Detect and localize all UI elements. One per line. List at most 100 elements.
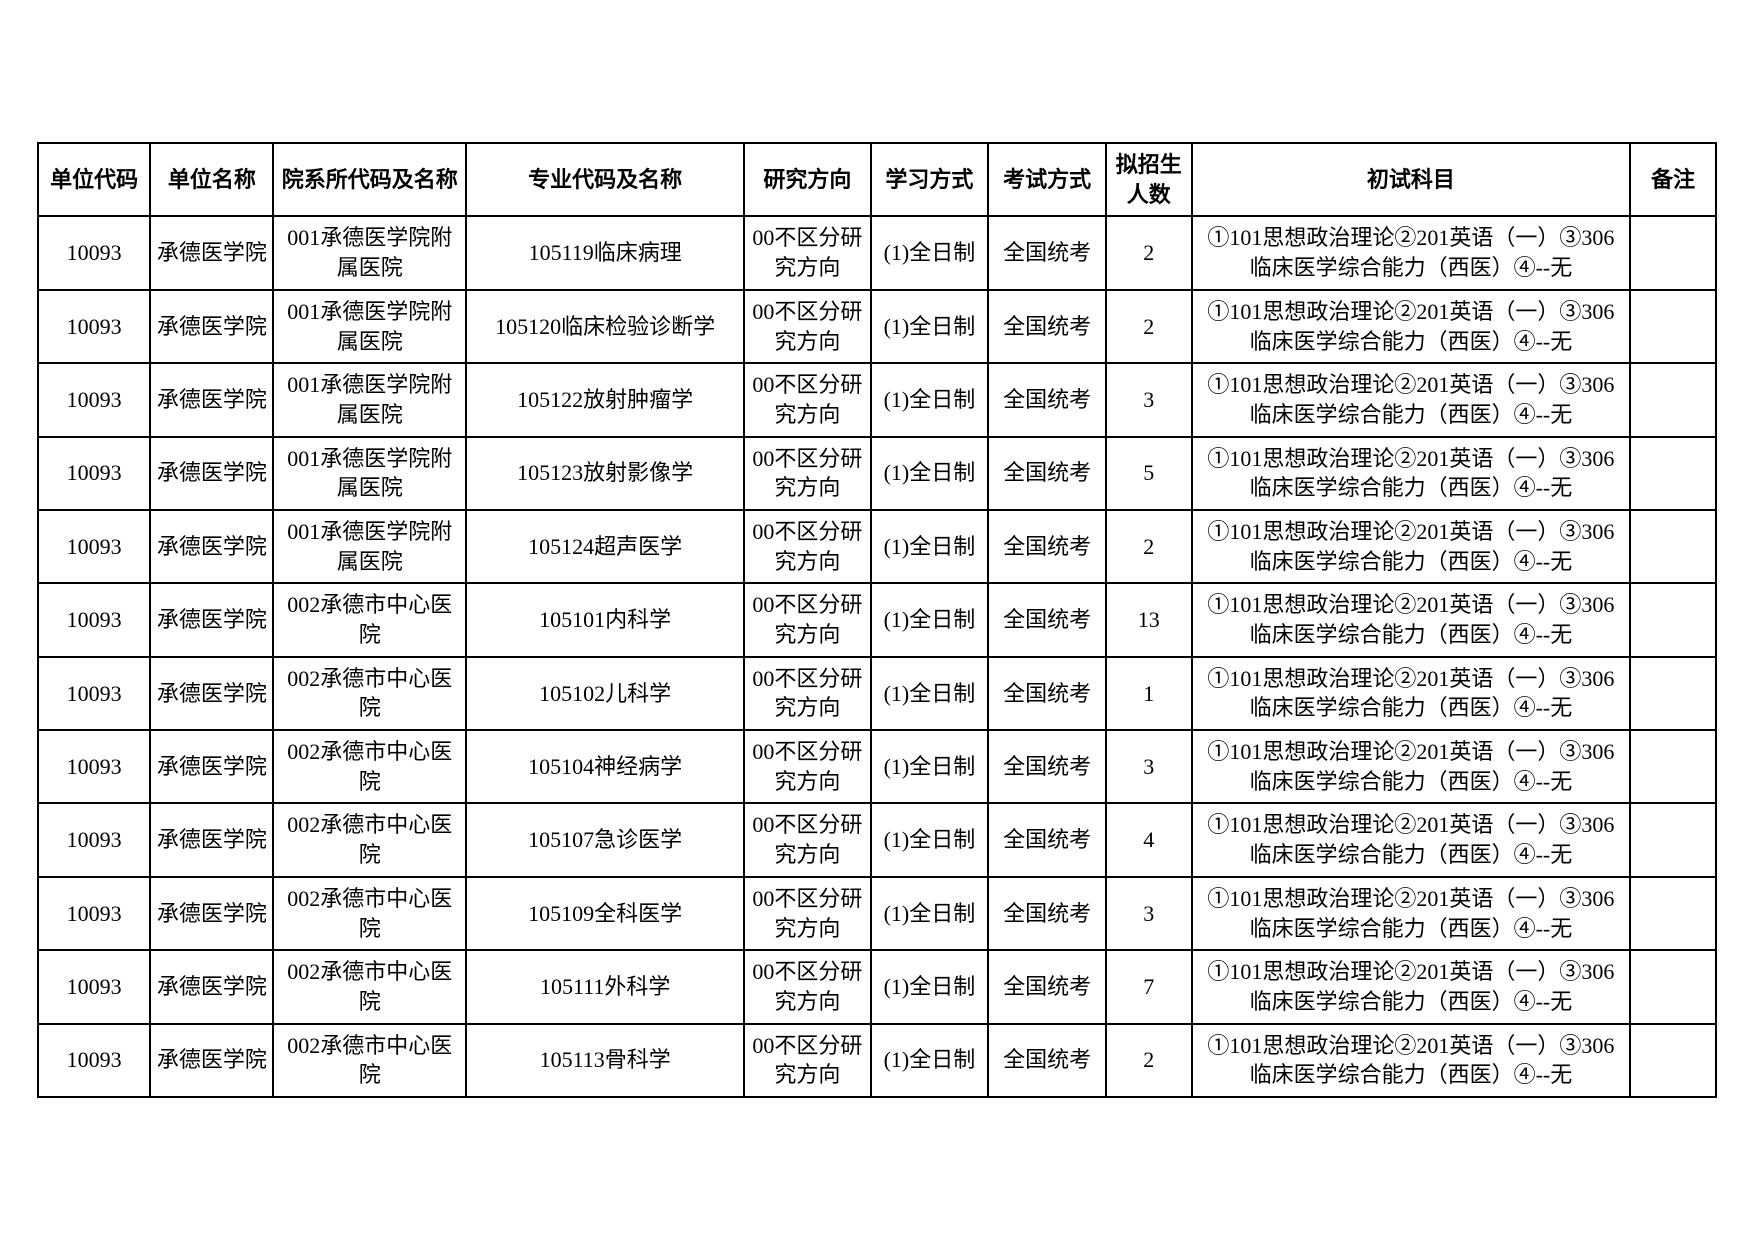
table-cell [1630,803,1716,876]
table-cell: 002承德市中心医院 [273,877,466,950]
table-cell: 105124超声医学 [466,510,744,583]
table-cell: (1)全日制 [871,730,989,803]
header-cell-8: 初试科目 [1192,143,1631,216]
table-row: 10093承德医学院002承德市中心医院105107急诊医学00不区分研究方向(… [38,803,1716,876]
table-cell: 00不区分研究方向 [744,1024,870,1097]
table-row: 10093承德医学院002承德市中心医院105104神经病学00不区分研究方向(… [38,730,1716,803]
header-row: 单位代码单位名称院系所代码及名称专业代码及名称研究方向学习方式考试方式拟招生人数… [38,143,1716,216]
table-cell: 00不区分研究方向 [744,803,870,876]
table-cell: 00不区分研究方向 [744,950,870,1023]
table-cell [1630,363,1716,436]
table-cell: 00不区分研究方向 [744,437,870,510]
table-cell: ①101思想政治理论②201英语（一）③306临床医学综合能力（西医）④--无 [1192,583,1631,656]
table-cell: 全国统考 [988,657,1106,730]
table-cell: 002承德市中心医院 [273,1024,466,1097]
header-cell-3: 专业代码及名称 [466,143,744,216]
table-cell: 全国统考 [988,510,1106,583]
table-cell: (1)全日制 [871,877,989,950]
table-cell: 00不区分研究方向 [744,216,870,289]
header-cell-1: 单位名称 [150,143,273,216]
table-cell: 105102儿科学 [466,657,744,730]
header-cell-7: 拟招生人数 [1106,143,1192,216]
table-cell: 承德医学院 [150,1024,273,1097]
table-cell: 10093 [38,803,150,876]
table-cell: 00不区分研究方向 [744,730,870,803]
table-cell: 全国统考 [988,803,1106,876]
header-cell-9: 备注 [1630,143,1716,216]
table-cell: 002承德市中心医院 [273,657,466,730]
table-cell: 105107急诊医学 [466,803,744,876]
table-cell: 001承德医学院附属医院 [273,216,466,289]
header-cell-6: 考试方式 [988,143,1106,216]
table-row: 10093承德医学院002承德市中心医院105109全科医学00不区分研究方向(… [38,877,1716,950]
table-cell: 全国统考 [988,1024,1106,1097]
table-cell: 3 [1106,730,1192,803]
header-cell-4: 研究方向 [744,143,870,216]
table-cell [1630,216,1716,289]
header-cell-2: 院系所代码及名称 [273,143,466,216]
table-cell: ①101思想政治理论②201英语（一）③306临床医学综合能力（西医）④--无 [1192,657,1631,730]
table-cell: (1)全日制 [871,583,989,656]
table-cell: 全国统考 [988,877,1106,950]
table-cell: ①101思想政治理论②201英语（一）③306临床医学综合能力（西医）④--无 [1192,803,1631,876]
table-cell: 承德医学院 [150,290,273,363]
table-row: 10093承德医学院001承德医学院附属医院105119临床病理00不区分研究方… [38,216,1716,289]
table-cell: 3 [1106,363,1192,436]
table-cell: 001承德医学院附属医院 [273,510,466,583]
table-cell: 13 [1106,583,1192,656]
table-cell: 10093 [38,657,150,730]
table-cell: 承德医学院 [150,657,273,730]
admissions-table: 单位代码单位名称院系所代码及名称专业代码及名称研究方向学习方式考试方式拟招生人数… [37,142,1717,1098]
table-cell: 3 [1106,877,1192,950]
table-cell: ①101思想政治理论②201英语（一）③306临床医学综合能力（西医）④--无 [1192,510,1631,583]
table-cell: 1 [1106,657,1192,730]
table-cell: 承德医学院 [150,877,273,950]
table-cell: 全国统考 [988,290,1106,363]
header-cell-5: 学习方式 [871,143,989,216]
table-cell: (1)全日制 [871,1024,989,1097]
table-cell: 105113骨科学 [466,1024,744,1097]
table-cell: 承德医学院 [150,510,273,583]
table-cell: 10093 [38,363,150,436]
table-row: 10093承德医学院001承德医学院附属医院105124超声医学00不区分研究方… [38,510,1716,583]
table-cell: ①101思想政治理论②201英语（一）③306临床医学综合能力（西医）④--无 [1192,950,1631,1023]
table-cell: 全国统考 [988,216,1106,289]
table-row: 10093承德医学院002承德市中心医院105113骨科学00不区分研究方向(1… [38,1024,1716,1097]
table-cell: ①101思想政治理论②201英语（一）③306临床医学综合能力（西医）④--无 [1192,437,1631,510]
table-cell: 105111外科学 [466,950,744,1023]
table-cell: 105123放射影像学 [466,437,744,510]
table-cell: 2 [1106,290,1192,363]
table-cell: 002承德市中心医院 [273,803,466,876]
table-cell: ①101思想政治理论②201英语（一）③306临床医学综合能力（西医）④--无 [1192,1024,1631,1097]
table-cell: (1)全日制 [871,363,989,436]
table-cell: 全国统考 [988,437,1106,510]
table-cell: 00不区分研究方向 [744,657,870,730]
table-cell [1630,510,1716,583]
header-cell-0: 单位代码 [38,143,150,216]
table-cell: 105109全科医学 [466,877,744,950]
table-cell: 105104神经病学 [466,730,744,803]
table-cell: 全国统考 [988,363,1106,436]
table-cell: (1)全日制 [871,216,989,289]
table-cell [1630,730,1716,803]
table-cell: ①101思想政治理论②201英语（一）③306临床医学综合能力（西医）④--无 [1192,290,1631,363]
table-cell: 7 [1106,950,1192,1023]
table-cell: (1)全日制 [871,803,989,876]
table-cell: 001承德医学院附属医院 [273,437,466,510]
table-cell [1630,877,1716,950]
table-cell: ①101思想政治理论②201英语（一）③306临床医学综合能力（西医）④--无 [1192,877,1631,950]
table-cell [1630,657,1716,730]
table-cell: 10093 [38,730,150,803]
table-cell: 001承德医学院附属医院 [273,290,466,363]
table-cell: 10093 [38,437,150,510]
table-cell: 00不区分研究方向 [744,290,870,363]
table-cell [1630,583,1716,656]
table-cell: 10093 [38,950,150,1023]
table-cell: ①101思想政治理论②201英语（一）③306临床医学综合能力（西医）④--无 [1192,216,1631,289]
table-cell: 00不区分研究方向 [744,877,870,950]
table-cell: 全国统考 [988,583,1106,656]
table-cell: 001承德医学院附属医院 [273,363,466,436]
table-row: 10093承德医学院002承德市中心医院105102儿科学00不区分研究方向(1… [38,657,1716,730]
table-cell: 4 [1106,803,1192,876]
table-cell: 承德医学院 [150,363,273,436]
